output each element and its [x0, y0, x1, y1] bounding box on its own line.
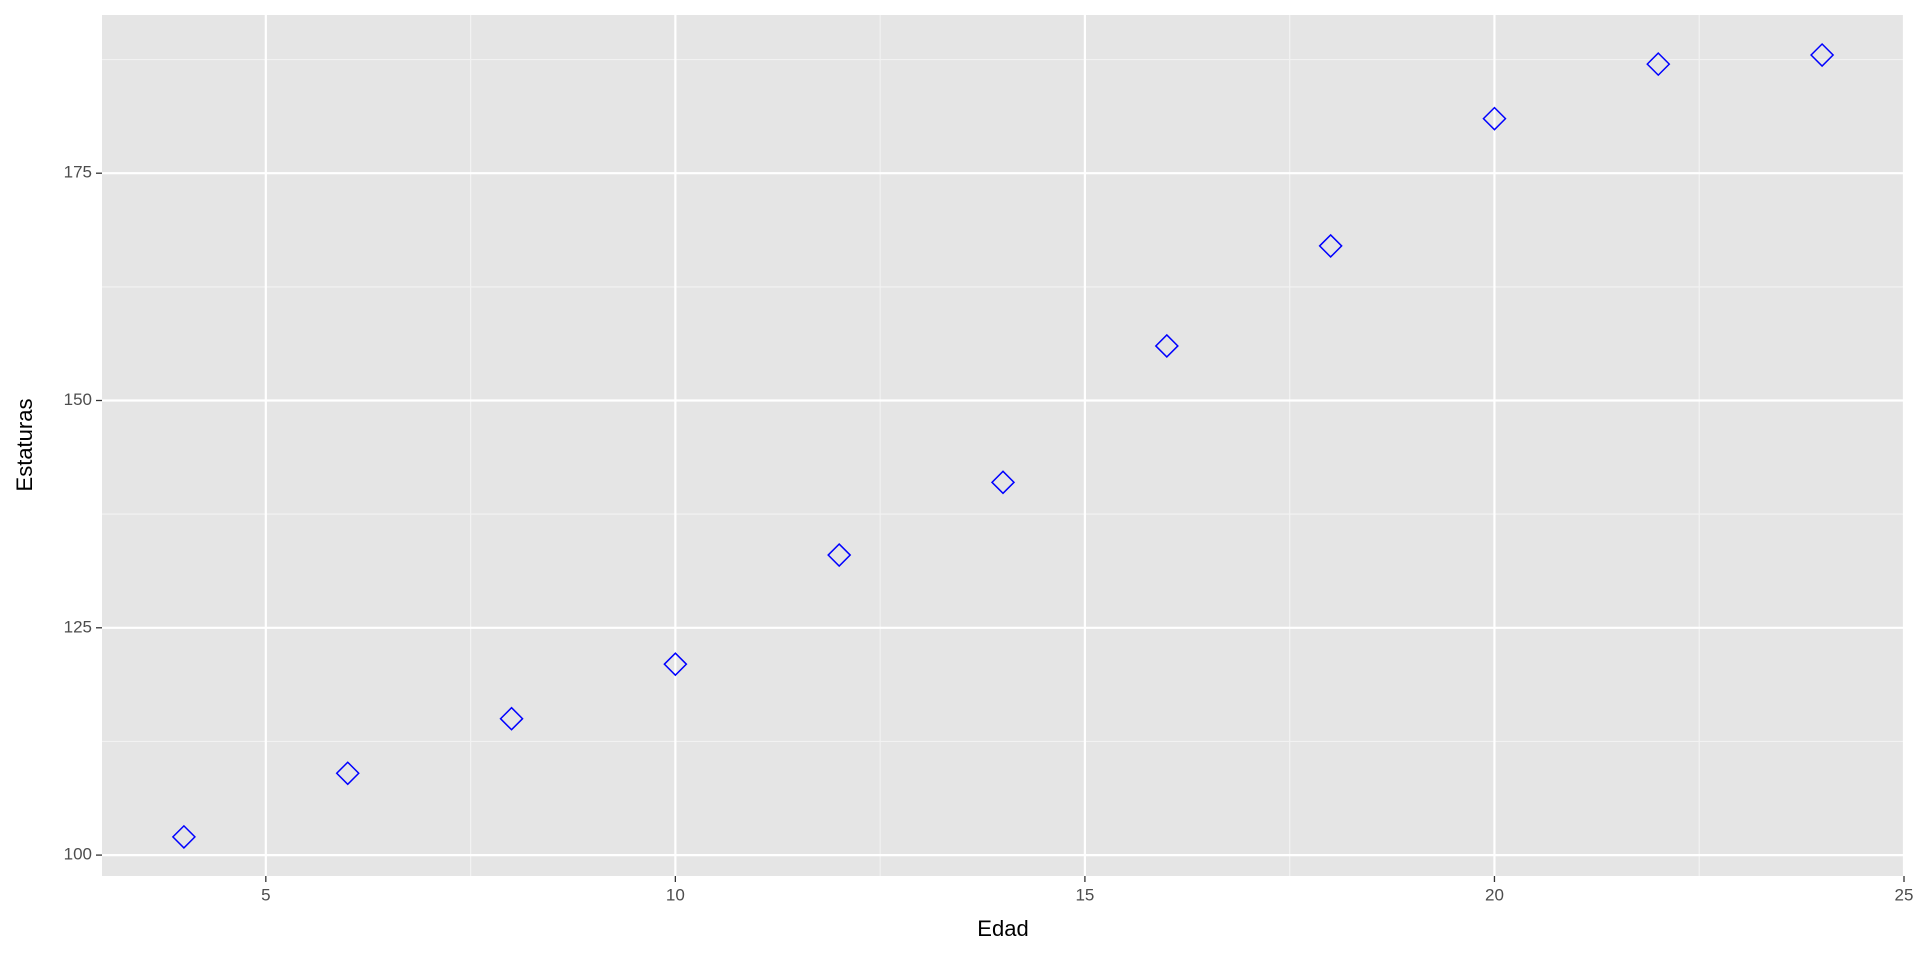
x-tick-label: 25 [1895, 885, 1914, 904]
panel [102, 15, 1904, 876]
y-axis-title: Estaturas [12, 399, 37, 492]
point [1318, 233, 1343, 258]
point [1810, 42, 1835, 68]
y-tick-label: 175 [64, 163, 92, 182]
point [827, 542, 852, 568]
point [335, 761, 360, 786]
x-tick-label: 10 [666, 885, 685, 904]
point [663, 652, 688, 677]
x-tick-label: 15 [1075, 885, 1094, 904]
x-axis-title: Edad [977, 916, 1028, 941]
y-tick-label: 125 [64, 617, 92, 636]
point [990, 470, 1016, 495]
point [171, 824, 196, 849]
y-tick-label: 150 [64, 390, 92, 409]
point [1482, 106, 1507, 131]
x-tick-label: 20 [1485, 885, 1504, 904]
point [499, 706, 524, 731]
x-tick-label: 5 [261, 885, 270, 904]
point [1646, 52, 1671, 77]
point [1154, 333, 1179, 359]
y-tick-label: 100 [64, 845, 92, 864]
